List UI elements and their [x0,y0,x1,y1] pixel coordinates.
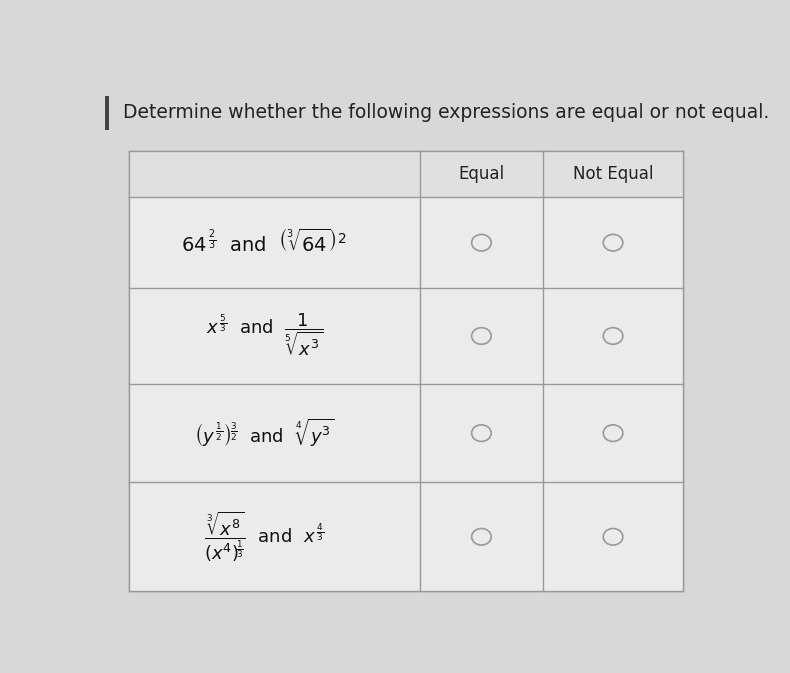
Bar [130,384,683,483]
Bar [130,151,683,591]
Text: $\dfrac{\sqrt[3]{x^{8}}}{\left(x^{4}\right)^{\!\frac{1}{3}}}\ \ \mathrm{and}\ \ : $\dfrac{\sqrt[3]{x^{8}}}{\left(x^{4}\rig… [204,509,325,564]
Text: $x^{\,\frac{5}{3}}\ \ \mathrm{and}\ \ \dfrac{1}{\sqrt[5]{x^{3}}}$: $x^{\,\frac{5}{3}}\ \ \mathrm{and}\ \ \d… [205,312,322,359]
Bar [130,151,683,197]
Bar [130,197,683,288]
Bar [130,288,683,384]
Text: Not Equal: Not Equal [573,165,653,183]
Text: $64^{\,\frac{2}{3}}\ \ \mathrm{and}\ \ \left(\sqrt[3]{64}\right)^{2}$: $64^{\,\frac{2}{3}}\ \ \mathrm{and}\ \ \… [182,229,347,256]
Text: $\left(y^{\,\frac{1}{2}}\right)^{\!\frac{3}{2}}\ \ \mathrm{and}\ \ \sqrt[4]{y^{3: $\left(y^{\,\frac{1}{2}}\right)^{\!\frac… [194,417,334,450]
Text: Equal: Equal [458,165,505,183]
Text: Determine whether the following expressions are equal or not equal.: Determine whether the following expressi… [123,104,769,122]
Bar [105,96,108,130]
Bar [130,483,683,591]
